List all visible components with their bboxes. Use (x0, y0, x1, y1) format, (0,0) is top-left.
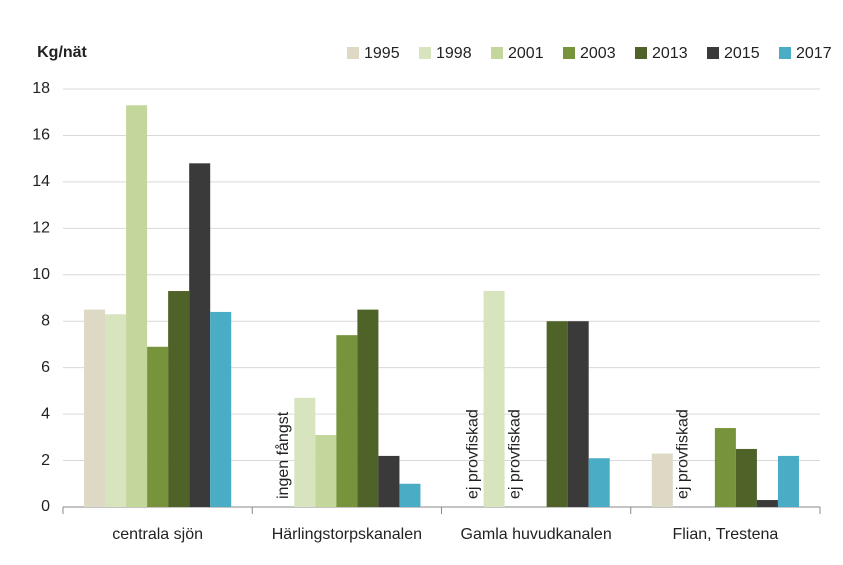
bar (735, 448, 757, 507)
bar (126, 105, 148, 507)
legend-label: 1995 (364, 45, 400, 62)
y-axis-label: Kg/nät (37, 44, 87, 61)
y-tick-label: 4 (41, 405, 50, 422)
legend-swatch (347, 47, 359, 59)
legend-swatch (707, 47, 719, 59)
legend-swatch (635, 47, 647, 59)
x-tick-label: Flian, Trestena (672, 526, 778, 543)
bar (567, 321, 589, 507)
bar (210, 311, 232, 507)
x-tick-label: Härlingstorpskanalen (272, 526, 422, 543)
y-tick-label: 6 (41, 359, 50, 376)
legend-swatch (779, 47, 791, 59)
bar (546, 321, 568, 507)
bar (189, 163, 211, 508)
y-tick-label: 12 (32, 220, 50, 237)
x-tick-label: Gamla huvudkanalen (461, 526, 612, 543)
y-tick-label: 2 (41, 452, 50, 469)
y-tick-label: 0 (41, 498, 50, 515)
legend-label: 2001 (508, 45, 544, 62)
bar (294, 397, 316, 507)
legend-label: 2003 (580, 45, 616, 62)
bar (483, 291, 505, 507)
legend-label: 2013 (652, 45, 688, 62)
bar (168, 291, 190, 507)
annotation: ej provfiskad (506, 409, 523, 499)
y-tick-label: 16 (32, 127, 50, 144)
x-tick-label: centrala sjön (112, 526, 203, 543)
bar (651, 453, 673, 507)
y-tick-label: 18 (32, 80, 50, 97)
bar (357, 309, 379, 507)
annotation: ej provfiskad (464, 409, 481, 499)
bar (147, 346, 169, 507)
legend-label: 2015 (724, 45, 760, 62)
bar (336, 335, 358, 507)
bar (399, 483, 421, 507)
y-tick-label: 8 (41, 312, 50, 329)
legend-swatch (563, 47, 575, 59)
bar (588, 458, 610, 507)
bar (756, 500, 778, 507)
bar (777, 455, 799, 507)
annotation: ej provfiskad (675, 409, 692, 499)
legend-swatch (491, 47, 503, 59)
legend-label: 1998 (436, 45, 472, 62)
legend-label: 2017 (796, 45, 832, 62)
y-tick-label: 10 (32, 266, 50, 283)
bar (714, 428, 736, 507)
y-tick-label: 14 (32, 173, 50, 190)
bar (315, 435, 337, 507)
legend-swatch (419, 47, 431, 59)
bar (105, 314, 127, 507)
bar (378, 455, 400, 507)
bar (84, 309, 106, 507)
annotation: ingen fångst (274, 411, 292, 499)
